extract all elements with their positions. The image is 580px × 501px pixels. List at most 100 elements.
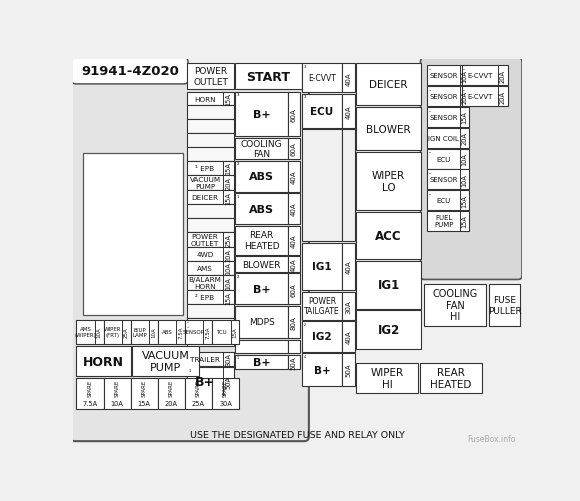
Text: ³
⁵: ³ ⁵	[186, 322, 188, 330]
Text: ¹: ¹	[188, 369, 191, 374]
Text: MDPS: MDPS	[249, 318, 274, 327]
Text: 20A: 20A	[462, 132, 467, 145]
Bar	[187, 120, 234, 134]
Text: SPARE: SPARE	[88, 379, 92, 396]
Text: 40A: 40A	[291, 170, 297, 184]
Bar	[187, 64, 234, 90]
Bar	[132, 346, 199, 377]
Text: 15A: 15A	[233, 327, 237, 338]
Bar	[356, 108, 421, 151]
FancyBboxPatch shape	[72, 59, 188, 85]
Bar	[288, 306, 300, 338]
Text: 50A: 50A	[225, 375, 231, 388]
Text: 10A: 10A	[97, 327, 101, 338]
Text: HORN: HORN	[194, 96, 216, 102]
Text: 25A: 25A	[192, 400, 205, 406]
Text: 20A: 20A	[225, 248, 231, 261]
Text: ¹: ¹	[429, 109, 431, 114]
Bar	[288, 194, 300, 224]
Text: 40A: 40A	[291, 258, 297, 272]
Text: POWER
OUTLET: POWER OUTLET	[191, 233, 219, 246]
Bar	[130, 320, 158, 345]
Bar	[187, 232, 234, 247]
Text: 10A: 10A	[111, 400, 124, 406]
Text: ¹: ¹	[237, 195, 240, 200]
Bar	[158, 378, 185, 409]
Text: 15A: 15A	[462, 215, 467, 228]
Text: SPARE: SPARE	[142, 379, 147, 396]
Bar	[187, 291, 234, 305]
Text: USE THE DESIGNATED FUSE AND RELAY ONLY: USE THE DESIGNATED FUSE AND RELAY ONLY	[190, 431, 405, 439]
Bar	[235, 274, 288, 305]
Text: HORN: HORN	[83, 355, 124, 368]
Bar	[185, 378, 212, 409]
Text: 15A: 15A	[225, 162, 231, 175]
Bar	[427, 149, 469, 169]
Text: 25A: 25A	[124, 327, 129, 338]
Text: 60A: 60A	[291, 142, 297, 156]
Text: SENSOR: SENSOR	[429, 73, 458, 79]
Bar	[288, 161, 300, 192]
Bar	[187, 318, 234, 332]
Bar	[187, 106, 234, 120]
Text: IG2: IG2	[312, 332, 332, 342]
Text: IG2: IG2	[378, 323, 400, 336]
Bar	[187, 332, 234, 346]
Text: 60A: 60A	[291, 282, 297, 296]
Text: 40A: 40A	[346, 105, 351, 118]
Bar	[187, 218, 234, 232]
Bar	[235, 64, 302, 90]
Bar	[187, 247, 234, 262]
Text: ²: ²	[429, 171, 431, 176]
Text: SPARE: SPARE	[196, 379, 201, 396]
Text: 7.5A: 7.5A	[205, 326, 210, 338]
Bar	[342, 354, 354, 386]
Text: POWER
OUTLET: POWER OUTLET	[193, 67, 228, 87]
Text: 20A: 20A	[462, 91, 467, 104]
Bar	[84, 154, 183, 315]
Bar	[187, 92, 234, 106]
Text: 7.5A: 7.5A	[82, 400, 97, 406]
Text: ¹: ¹	[429, 192, 431, 197]
Text: 40A: 40A	[346, 260, 351, 274]
Bar	[187, 161, 234, 175]
Text: ECU: ECU	[437, 156, 451, 162]
Bar	[187, 175, 234, 191]
FancyBboxPatch shape	[70, 79, 309, 441]
Text: 20A: 20A	[225, 176, 231, 189]
Text: SENSOR: SENSOR	[429, 177, 458, 183]
Text: 30A: 30A	[346, 299, 351, 313]
Bar	[425, 285, 487, 326]
Text: REAR
HEATED: REAR HEATED	[430, 368, 472, 389]
Bar	[302, 322, 342, 352]
Text: DEICER: DEICER	[191, 195, 219, 201]
Text: VACUUM
PUMP: VACUUM PUMP	[142, 351, 190, 372]
Bar	[427, 170, 469, 190]
Text: 20A: 20A	[165, 400, 178, 406]
Text: SENSOR: SENSOR	[429, 94, 458, 100]
Bar	[235, 340, 288, 354]
Bar	[187, 148, 234, 161]
Text: B/ALARM
HORN: B/ALARM HORN	[188, 277, 222, 290]
Text: B+: B+	[253, 357, 270, 367]
Text: SENSOR: SENSOR	[183, 330, 205, 335]
Text: B+: B+	[195, 375, 215, 388]
Bar	[427, 87, 469, 107]
Text: 7.5A: 7.5A	[178, 326, 183, 338]
Bar	[187, 368, 234, 395]
Bar	[185, 320, 212, 345]
Bar	[288, 92, 300, 137]
Text: ABS: ABS	[249, 172, 274, 182]
Text: POWER
TAILGATE: POWER TAILGATE	[304, 297, 340, 316]
Bar	[342, 95, 354, 129]
Bar	[342, 130, 354, 241]
Text: ³: ³	[237, 94, 240, 99]
Text: 40A: 40A	[291, 234, 297, 247]
Text: WIPER
(FRT): WIPER (FRT)	[104, 327, 122, 338]
Bar	[187, 352, 234, 366]
Bar	[462, 66, 508, 86]
Bar	[356, 363, 418, 394]
Bar	[187, 262, 234, 275]
Bar	[235, 226, 288, 256]
Bar	[158, 320, 185, 345]
